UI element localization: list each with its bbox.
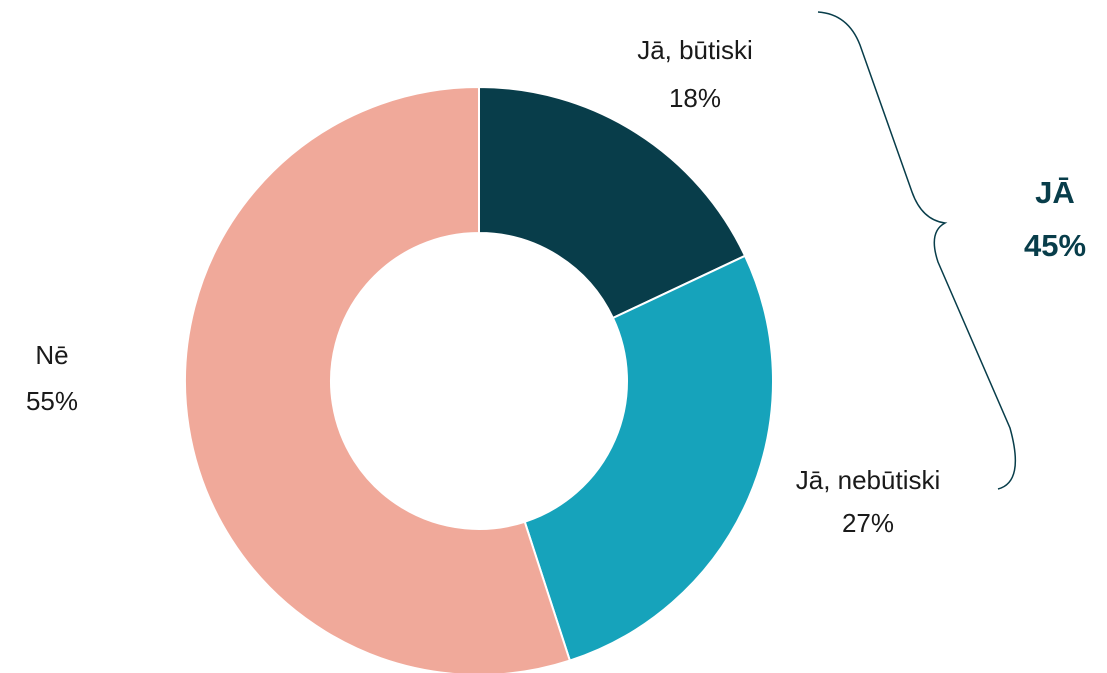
- bracket: [817, 11, 1017, 490]
- slice-label: Jā, būtiski: [637, 35, 753, 65]
- slice: [184, 85, 572, 673]
- slice: [523, 254, 774, 662]
- slice: [478, 85, 747, 320]
- value-label: 27%: [842, 508, 894, 538]
- value-label: 55%: [26, 386, 78, 416]
- slice-label: Nē: [35, 340, 68, 370]
- bracket-label: JĀ: [1035, 175, 1075, 210]
- bracket-value: 45%: [1024, 228, 1086, 263]
- value-label: 18%: [669, 83, 721, 113]
- slice-label: Jā, nebūtiski: [796, 465, 941, 495]
